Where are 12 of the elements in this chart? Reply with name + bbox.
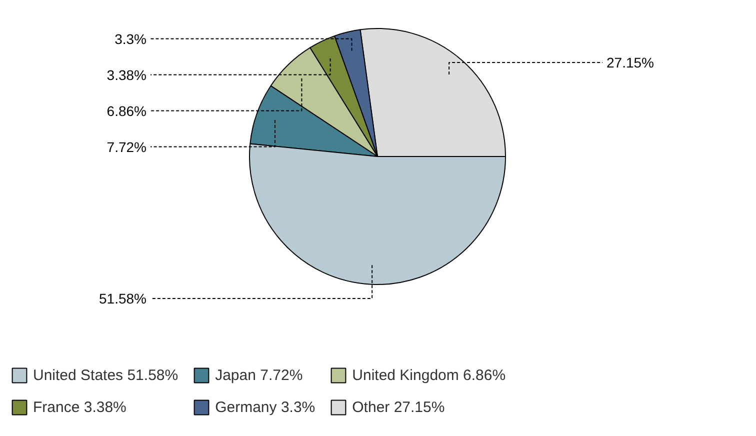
legend-label: Germany 3.3% [215,398,316,416]
legend-label: United Kingdom 6.86% [352,366,506,384]
legend-label: Other 27.15% [352,398,445,416]
data-label: 7.72% [106,138,147,155]
data-label: 3.3% [114,30,147,47]
data-label: 6.86% [106,102,147,119]
legend-label: United States 51.58% [33,366,178,384]
data-label: 27.15% [606,54,654,71]
legend-label: Japan 7.72% [215,366,303,384]
data-label: 51.58% [99,290,146,306]
legend-label: France 3.38% [33,398,126,416]
data-label: 3.38% [106,66,147,83]
